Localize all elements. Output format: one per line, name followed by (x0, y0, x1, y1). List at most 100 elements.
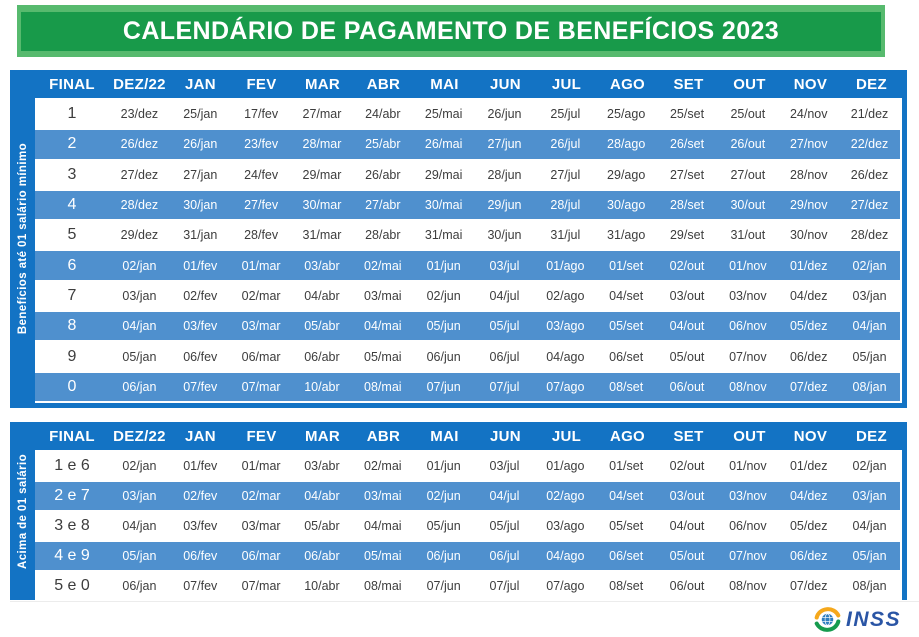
date-cell: 02/out (669, 459, 705, 473)
final-cell: 1 (67, 105, 77, 123)
final-cell: 8 (67, 317, 77, 335)
date-cell: 30/jun (487, 228, 522, 243)
date-cell: 24/fev (244, 167, 279, 182)
date-cell: 04/jul (489, 288, 520, 303)
date-cell: 03/out (669, 288, 705, 303)
date-cell: 05/out (669, 549, 705, 563)
date-cell: 06/jan (122, 379, 157, 394)
date-cell: 26/dez (850, 167, 889, 182)
date-cell: 02/jun (426, 489, 461, 503)
date-cell: 04/out (669, 519, 705, 533)
date-cell: 03/fev (183, 319, 218, 334)
date-cell: 03/jan (852, 288, 887, 303)
date-cell: 03/nov (729, 489, 767, 503)
date-cell: 29/ago (607, 167, 646, 182)
date-cell: 07/jul (489, 579, 520, 593)
date-cell: 05/dez (789, 319, 828, 334)
date-cell: 01/dez (789, 258, 828, 273)
column-header: SET (673, 427, 704, 445)
date-cell: 25/mai (424, 107, 463, 122)
date-cell: 02/ago (546, 489, 585, 503)
date-cell: 30/jan (183, 198, 218, 213)
date-cell: 27/nov (789, 137, 828, 152)
table-row: 6 02/jan 01/fev 01/mar 03/abr 02/mai 01/jun 03/… (35, 249, 902, 280)
date-cell: 06/set (609, 349, 644, 364)
table-row: 5 e 0 06/jan 07/fev 07/mar 10/abr 08/mai 07/ju… (35, 570, 902, 600)
column-header: DEZ (856, 75, 887, 93)
date-cell: 29/nov (789, 198, 828, 213)
date-cell: 29/set (669, 228, 705, 243)
side-label-text: Benefícios até 01 salário mínimo (16, 143, 29, 335)
date-cell: 06/jul (489, 349, 520, 364)
date-cell: 04/dez (789, 489, 828, 503)
date-cell: 27/dez (850, 198, 889, 213)
table-row: 3 27/dez 27/jan 24/fev 29/mar 26/abr 29/mai 28/… (35, 158, 902, 189)
date-cell: 26/out (730, 137, 766, 152)
date-cell: 08/mai (364, 379, 402, 394)
divider (10, 601, 919, 602)
date-cell: 27/dez (120, 167, 159, 182)
date-cell: 06/jan (122, 579, 157, 593)
date-cell: 05/mai (364, 349, 402, 364)
date-cell: 30/nov (789, 228, 828, 243)
date-cell: 08/mai (364, 579, 402, 593)
date-cell: 26/set (669, 137, 705, 152)
final-cell: 4 (67, 196, 77, 214)
table-row: 1 e 6 02/jan 01/fev 01/mar 03/abr 02/mai 01/ju… (35, 450, 902, 480)
date-cell: 08/jan (852, 379, 887, 394)
table-row: 4 28/dez 30/jan 27/fev 30/mar 27/abr 30/mai 29/… (35, 188, 902, 220)
date-cell: 31/mai (424, 228, 463, 243)
date-cell: 04/out (669, 319, 705, 334)
date-cell: 02/mai (364, 459, 402, 473)
table-row: 9 05/jan 06/fev 06/mar 06/abr 05/mai 06/jun 06/… (35, 340, 902, 371)
date-cell: 04/ago (546, 549, 585, 563)
date-cell: 03/fev (183, 519, 218, 533)
table-row: 2 e 7 03/jan 02/fev 02/mar 04/abr 03/mai 02/ju… (35, 480, 902, 510)
date-cell: 06/dez (789, 349, 828, 364)
side-label-above-minimum: Acima de 01 salário (10, 422, 35, 600)
date-cell: 05/abr (304, 519, 340, 533)
date-cell: 02/jan (122, 459, 157, 473)
final-cell: 7 (67, 286, 77, 304)
column-header: AGO (609, 75, 646, 93)
date-cell: 28/abr (365, 228, 401, 243)
date-cell: 07/ago (546, 379, 585, 394)
date-cell: 05/jan (852, 349, 887, 364)
date-cell: 27/jul (550, 167, 581, 182)
date-cell: 27/set (669, 167, 705, 182)
date-cell: 06/out (669, 379, 705, 394)
date-cell: 06/jul (489, 549, 520, 563)
date-cell: 02/mar (241, 489, 281, 503)
date-cell: 04/dez (789, 288, 828, 303)
date-cell: 05/jan (122, 549, 157, 563)
date-cell: 05/set (609, 519, 644, 533)
date-cell: 04/mai (364, 519, 402, 533)
date-cell: 07/fev (183, 579, 218, 593)
column-header: ABR (366, 427, 401, 445)
column-header: MAR (304, 75, 341, 93)
date-cell: 31/jul (550, 228, 581, 243)
table-row: 7 03/jan 02/fev 02/mar 04/abr 03/mai 02/jun 04/… (35, 279, 902, 311)
column-header: JUN (490, 427, 521, 445)
date-cell: 07/dez (789, 379, 828, 394)
column-header: DEZ/22 (113, 427, 166, 445)
date-cell: 03/mar (241, 319, 281, 334)
date-cell: 02/jan (852, 459, 887, 473)
date-cell: 04/ago (546, 349, 585, 364)
date-cell: 03/jan (122, 489, 157, 503)
date-cell: 01/ago (546, 258, 585, 273)
table-body: 1 e 6 02/jan 01/fev 01/mar 03/abr 02/mai 01/ju… (35, 450, 902, 600)
date-cell: 03/abr (304, 459, 340, 473)
date-cell: 03/out (669, 489, 705, 503)
date-cell: 05/jun (426, 519, 461, 533)
date-cell: 28/jul (550, 198, 581, 213)
column-header: NOV (793, 427, 828, 445)
date-cell: 04/jan (122, 519, 157, 533)
date-cell: 06/mar (241, 349, 281, 364)
final-cell: 0 (67, 377, 77, 395)
date-cell: 26/abr (365, 167, 401, 182)
date-cell: 04/jan (852, 519, 887, 533)
date-cell: 05/jan (122, 349, 157, 364)
date-cell: 07/nov (729, 549, 767, 563)
final-cell: 2 e 7 (54, 487, 90, 504)
